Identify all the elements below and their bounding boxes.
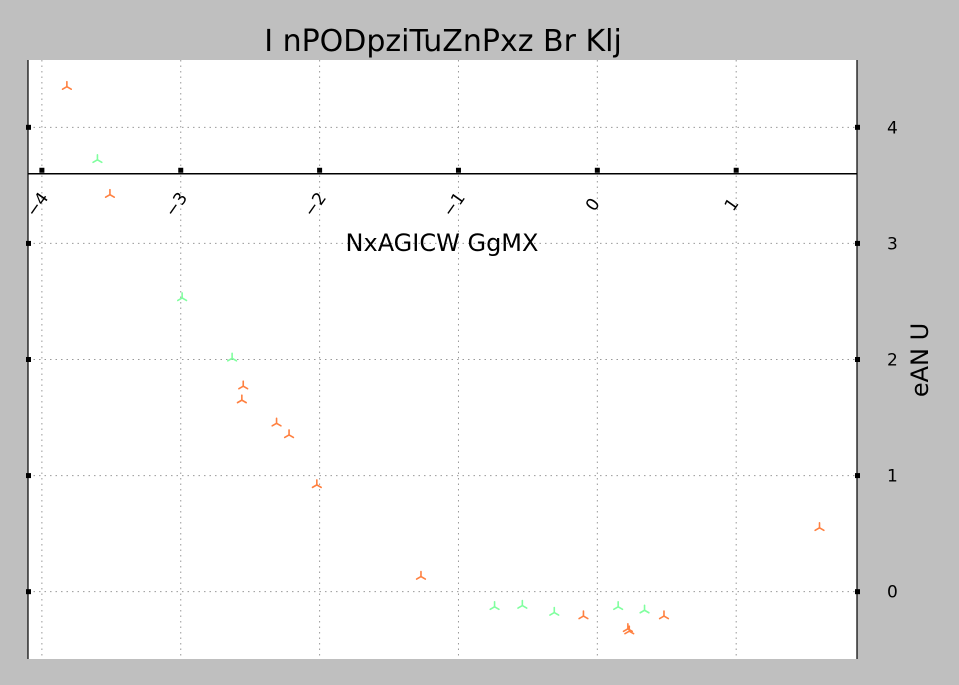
x-tick [178,167,184,173]
data-point [549,606,560,616]
data-point [104,188,116,198]
data-point [624,625,635,635]
data-point [489,600,500,611]
grid [28,60,857,659]
y-tick-label: 0 [887,583,898,603]
data-point [415,570,427,580]
y-tick-label: 4 [887,118,898,138]
data-point [238,380,249,390]
y-tick-label: 1 [887,467,898,487]
data-point [61,80,73,90]
y-tick-left [26,473,31,479]
y-tick-right [855,124,860,130]
data-point [271,417,282,427]
data-point [517,599,528,609]
chart-title: I nPODpziTuZnPxz Br Klj [264,24,622,59]
data-point [814,522,825,532]
y-tick-label: 3 [887,234,898,254]
y-tick-right [855,357,860,362]
data-point [311,479,322,489]
data-point [578,610,589,620]
y-tick-right [855,473,860,479]
x-tick [317,167,323,173]
x-tick [733,167,739,173]
data-point [613,600,624,611]
data-point [283,429,295,439]
y-tick-right [855,589,860,595]
data-point [176,292,188,302]
data-point [639,604,650,614]
x-axis-label: NxAGICW GgMX [346,229,539,257]
x-tick [39,167,45,173]
x-tick [594,167,600,173]
data-markers [61,80,825,635]
data-point [226,352,238,362]
data-point [92,154,103,164]
data-point [658,610,670,620]
y-tick-left [26,240,31,246]
y-tick-left [26,357,31,362]
y-tick-left [26,124,31,130]
y-axis-label: eAN U [906,323,934,397]
x-tick [455,167,461,173]
data-point [236,394,247,404]
y-tick-label: 2 [887,351,898,371]
y-tick-right [855,240,860,246]
y-tick-left [26,589,31,595]
